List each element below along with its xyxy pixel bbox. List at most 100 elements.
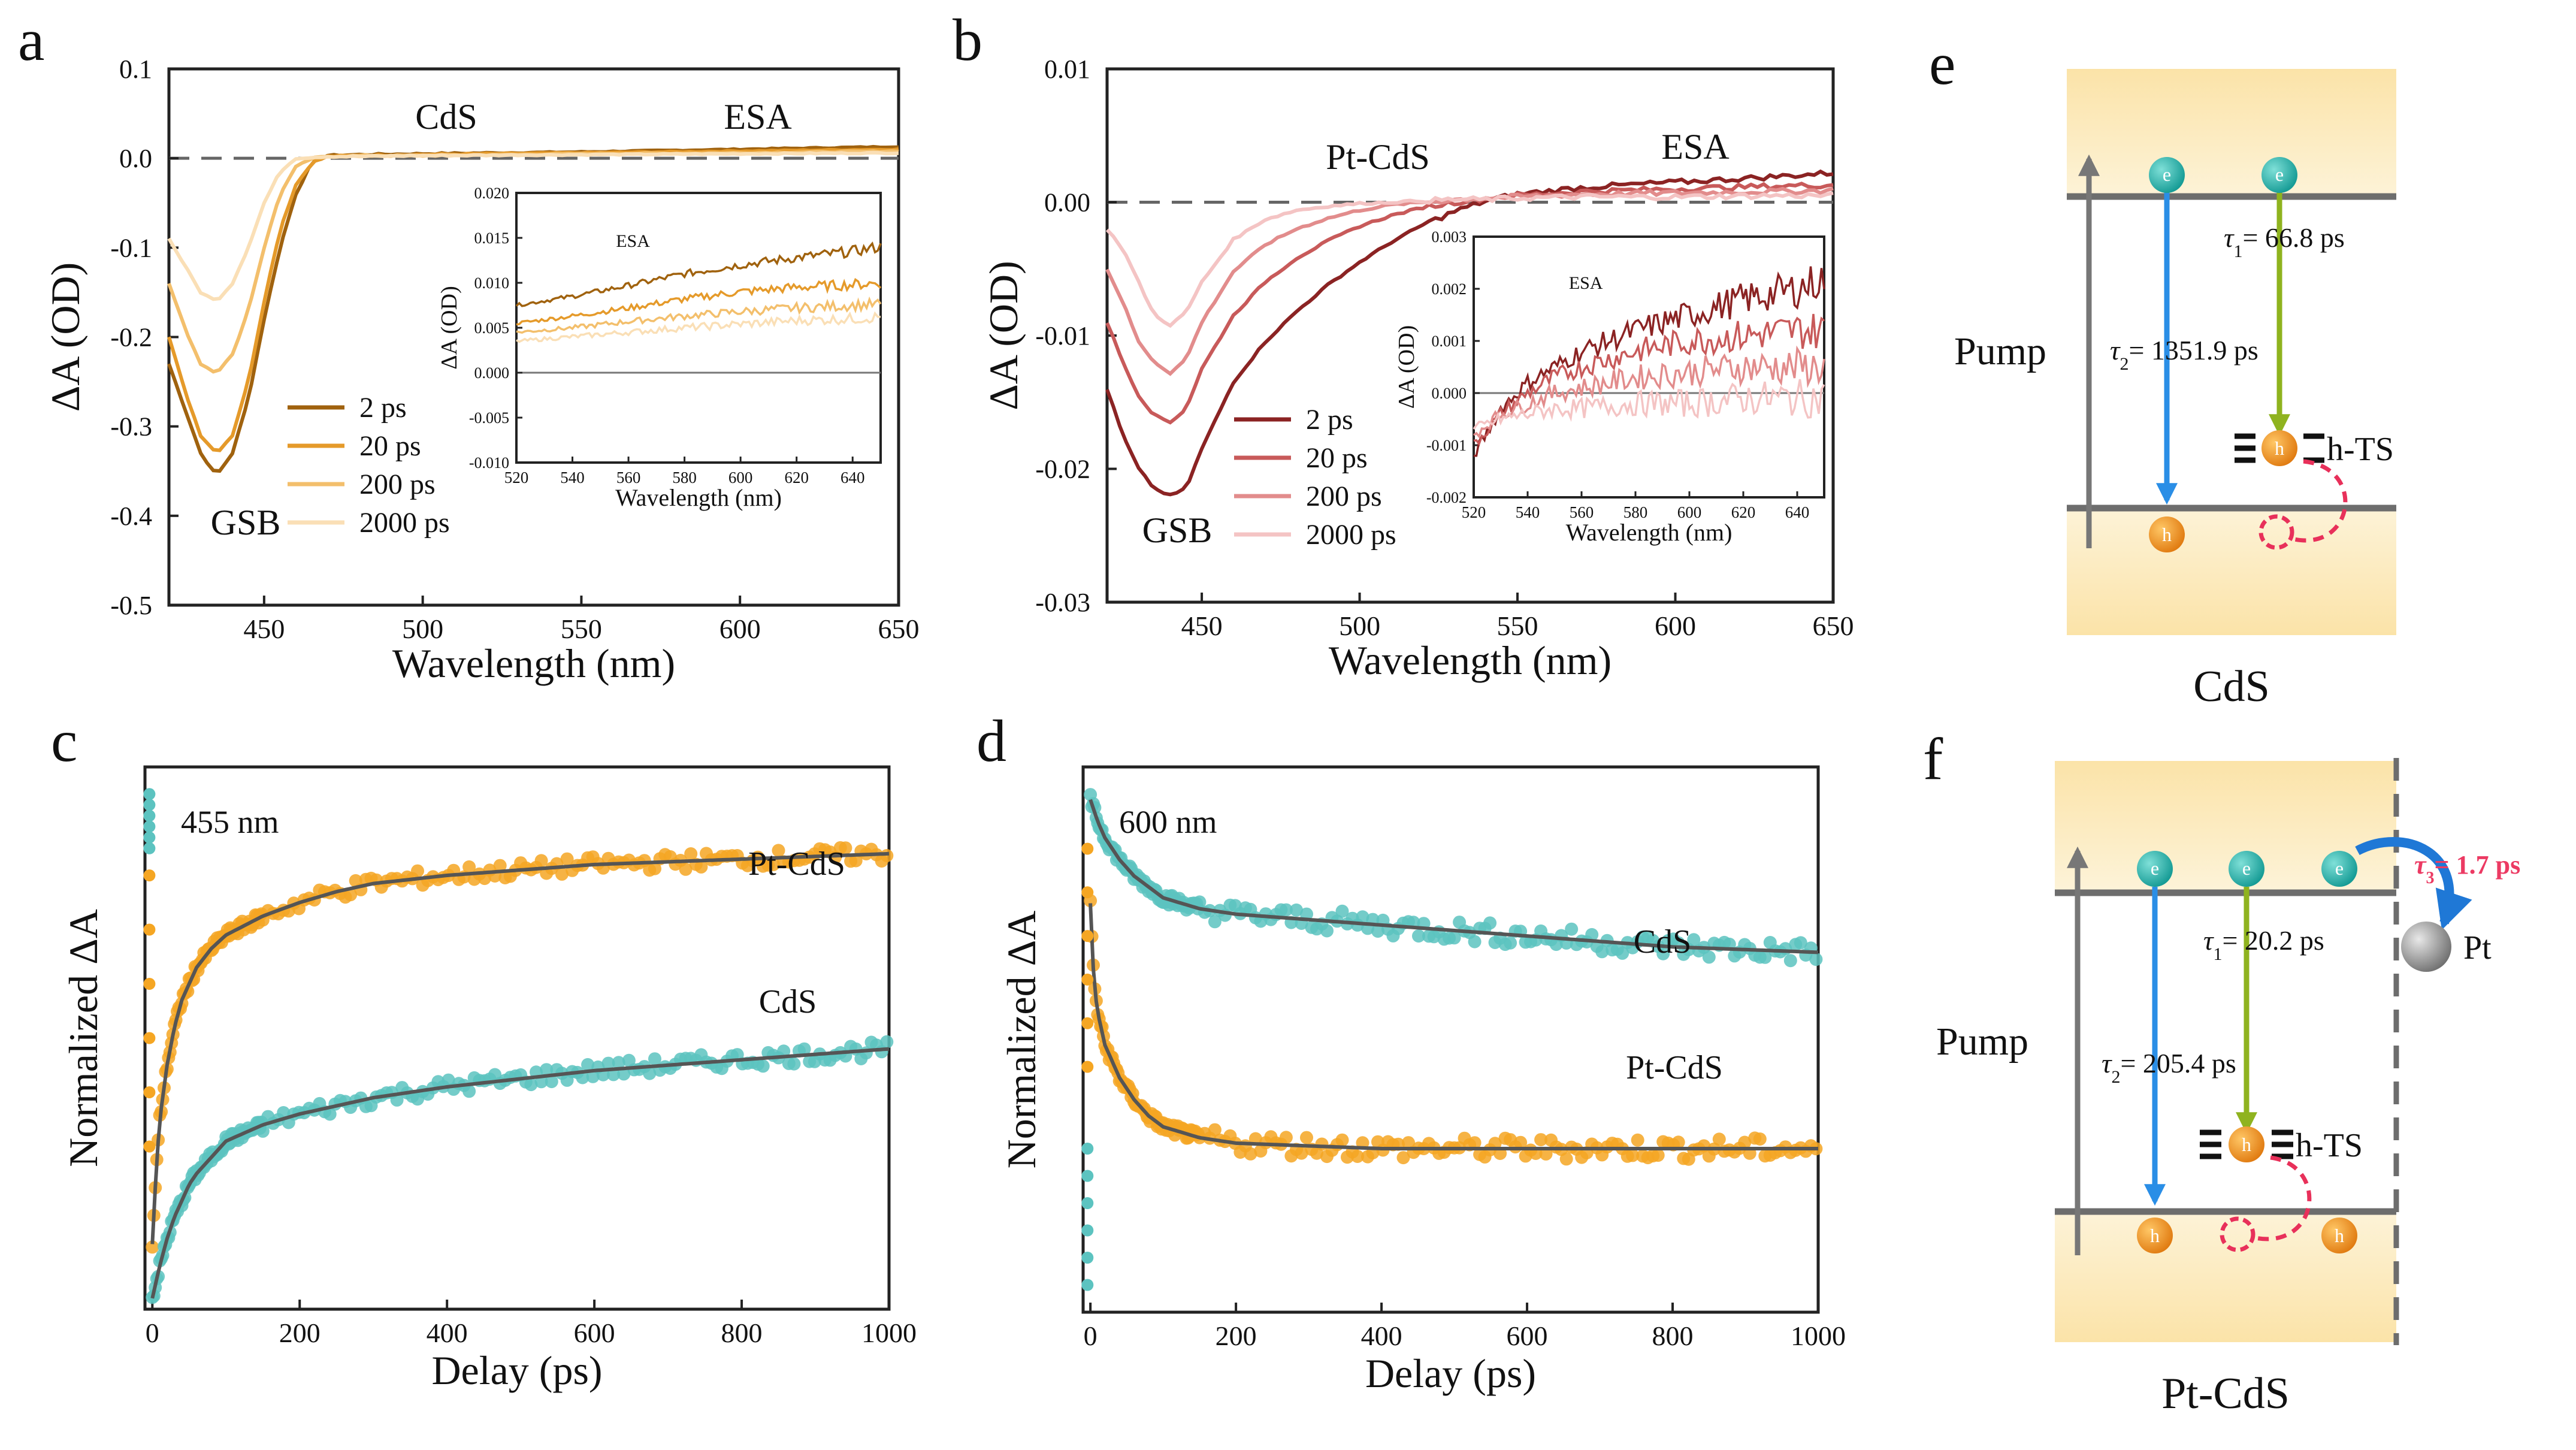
early-point-Pt-CdS	[143, 1032, 156, 1044]
inset-x-tick-label: 640	[840, 469, 865, 487]
panel-b-chart: 450 500 550 600 650 0.01 0.00 -0.01 -0.02 -0.03 Wa…	[981, 55, 1854, 683]
inset-title: ESA	[1569, 273, 1603, 293]
inset-x-tick-label: 560	[616, 469, 641, 487]
data-point-Pt-CdS	[1738, 1135, 1752, 1149]
panel-a-chart: 450 500 550 600 650 0.1 0.0 -0.1 -0.2 -0.3 -0.4 -0.…	[43, 55, 920, 686]
legend-label: 2 ps	[359, 392, 407, 424]
data-point-CdS	[1371, 925, 1384, 938]
y-tick-label: 0.1	[119, 55, 152, 84]
y-tick-label: -0.2	[110, 323, 152, 352]
data-point-Pt-CdS	[684, 847, 698, 860]
series-line-2000ps	[1105, 191, 1834, 328]
tau2-label: τ2= 1351.9 ps	[2110, 335, 2258, 374]
x-axis-label: Wavelength (nm)	[392, 641, 675, 686]
data-point-Pt-CdS	[1514, 1135, 1528, 1149]
data-point-CdS	[1208, 915, 1222, 929]
data-point-CdS	[1565, 922, 1579, 936]
data-point-CdS	[581, 1058, 595, 1071]
tau1-label: τ1= 66.8 ps	[2224, 222, 2345, 261]
early-point-CdS	[1081, 1170, 1094, 1182]
inset-series-line-20ps	[1473, 313, 1825, 446]
inset-x-tick-label: 580	[672, 469, 697, 487]
early-point-Pt-CdS	[143, 1140, 156, 1153]
data-point-Pt-CdS	[560, 852, 574, 866]
pt-nanoparticle-icon	[2401, 922, 2451, 972]
tau2-label: τ2= 205.4 ps	[2102, 1048, 2236, 1087]
legend-label: 2000 ps	[359, 507, 450, 539]
svg-text:e: e	[2242, 857, 2251, 879]
annotation-sample: Pt-CdS	[1326, 137, 1429, 177]
svg-text:h: h	[2335, 1225, 2344, 1246]
recombination-path	[2294, 459, 2348, 543]
fit-line-CdS	[1089, 799, 1819, 954]
inset-x-tick-label: 620	[784, 469, 809, 487]
data-point-Pt-CdS	[1335, 1133, 1349, 1147]
probe-wavelength-label: 600 nm	[1119, 804, 1217, 840]
data-point-Pt-CdS	[1626, 1149, 1640, 1162]
data-point-CdS	[1585, 928, 1599, 941]
data-point-CdS	[1595, 945, 1609, 959]
x-tick-label: 200	[1216, 1321, 1257, 1351]
data-point-Pt-CdS	[1488, 1137, 1502, 1150]
data-point-CdS	[1616, 946, 1629, 960]
inset-y-axis-label: ΔA (OD)	[1394, 325, 1419, 409]
data-point-Pt-CdS	[1208, 1123, 1222, 1137]
inset-y-axis-label: ΔA (OD)	[437, 286, 462, 369]
fit-line-Pt-CdS	[150, 851, 890, 1244]
data-point-CdS	[540, 1063, 554, 1077]
inset-y-tick-label: 0.000	[474, 364, 510, 382]
early-point-CdS	[143, 788, 156, 800]
data-point-Pt-CdS	[1402, 1136, 1415, 1150]
electron-icon: e	[2261, 157, 2297, 193]
x-tick-label: 0	[1084, 1321, 1097, 1351]
data-point-Pt-CdS	[1651, 1149, 1665, 1162]
data-point-Pt-CdS	[462, 860, 476, 874]
data-point-Pt-CdS	[1351, 1150, 1364, 1163]
inset-y-tick-label: 0.003	[1432, 228, 1467, 246]
panel-label-c: c	[51, 708, 77, 774]
data-point-CdS	[524, 1078, 538, 1092]
early-point-CdS	[1081, 1252, 1094, 1264]
fit-line-CdS	[150, 1047, 890, 1299]
x-tick-label: 0	[146, 1318, 159, 1348]
inset-y-tick-label: -0.005	[469, 409, 509, 427]
data-point-CdS	[1656, 947, 1670, 960]
x-tick-label: 500	[1339, 611, 1380, 641]
electron-icon: e	[2149, 157, 2185, 193]
data-point-Pt-CdS	[146, 1240, 159, 1254]
hole-vacancy-icon	[2258, 514, 2294, 550]
inset-x-tick-label: 600	[728, 469, 753, 487]
data-point-Pt-CdS	[1396, 1151, 1410, 1165]
data-point-Pt-CdS	[1300, 1131, 1313, 1144]
inset-y-tick-label: -0.010	[469, 454, 509, 472]
inset-x-tick-label: 600	[1677, 503, 1702, 521]
annotation-sample: CdS	[415, 97, 477, 137]
svg-text:e: e	[2163, 164, 2171, 185]
x-tick-label: 1000	[861, 1318, 917, 1348]
panel-label-b: b	[953, 7, 982, 73]
panel-e-caption: CdS	[2193, 662, 2270, 711]
x-tick-label: 450	[1181, 611, 1223, 641]
pump-label: Pump	[1936, 1020, 2028, 1064]
svg-text:h: h	[2162, 524, 2172, 545]
svg-text:e: e	[2335, 857, 2344, 879]
inset-y-tick-label: 0.001	[1432, 333, 1467, 350]
electron-icon: e	[2321, 851, 2357, 887]
data-point-CdS	[1783, 954, 1797, 968]
inset-series-line-2000ps	[1473, 379, 1825, 430]
hole-icon: h	[2321, 1218, 2357, 1253]
trap-states-icon	[2200, 1129, 2293, 1159]
data-point-Pt-CdS	[1712, 1132, 1726, 1146]
data-point-CdS	[643, 1067, 657, 1080]
data-point-Pt-CdS	[534, 854, 548, 868]
x-tick-label: 800	[1652, 1321, 1694, 1351]
inset-y-tick-label: 0.000	[1432, 385, 1467, 402]
inset-y-tick-label: 0.010	[474, 274, 510, 292]
svg-text:h: h	[2275, 437, 2284, 459]
data-point-Pt-CdS	[648, 862, 661, 875]
recombination-path	[2252, 1155, 2312, 1241]
data-point-CdS	[617, 1067, 631, 1081]
fit-line-Pt-CdS	[1089, 903, 1818, 1150]
tau1-label: τ1= 20.2 ps	[2203, 925, 2324, 964]
